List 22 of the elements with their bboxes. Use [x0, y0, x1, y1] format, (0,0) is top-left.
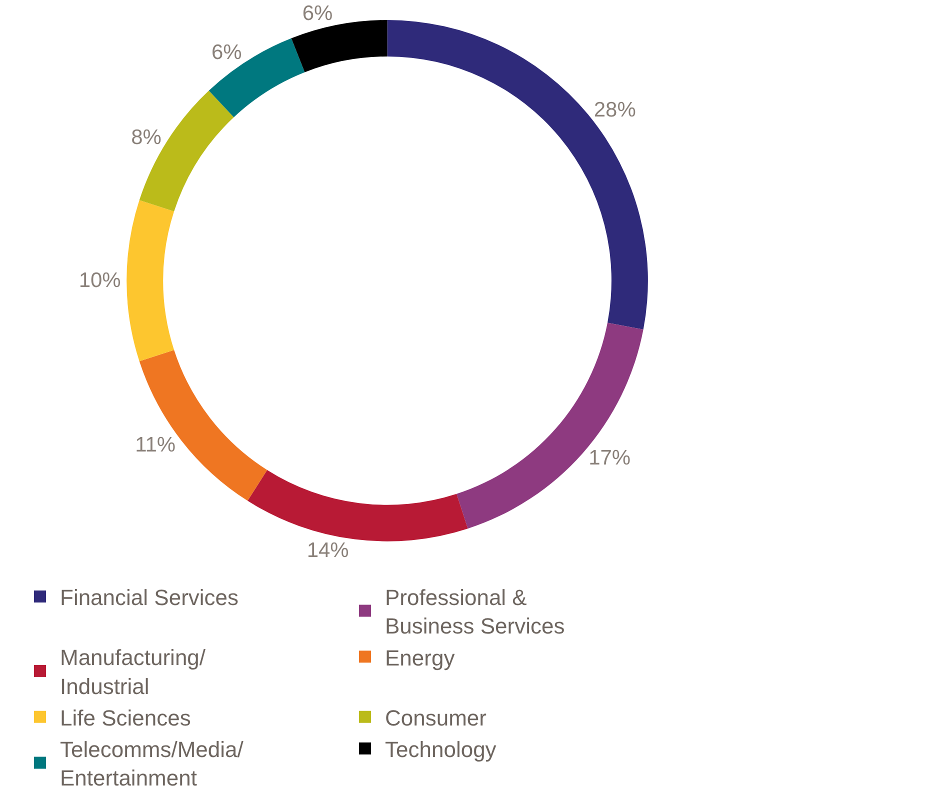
legend-label: Energy: [385, 645, 455, 670]
donut-slice: [127, 200, 174, 362]
donut-slice: [456, 322, 644, 529]
data-label: 6%: [211, 40, 242, 64]
legend-label: Technology: [385, 737, 496, 762]
donut-slice: [291, 20, 388, 72]
data-label: 6%: [302, 2, 333, 26]
donut-slice: [208, 38, 305, 118]
legend-label: Consumer: [385, 705, 486, 730]
donut-slice: [387, 20, 648, 330]
legend-label: Professional & Business Services: [385, 585, 565, 639]
data-label: 10%: [78, 269, 121, 292]
data-label: 11%: [135, 433, 176, 456]
legend-label: Manufacturing/Industrial: [60, 645, 206, 699]
data-label: 28%: [594, 98, 636, 122]
donut-slice: [248, 470, 468, 541]
legend-label: Financial Services: [60, 585, 239, 610]
data-label: 17%: [588, 446, 631, 470]
legend-label: Life Sciences: [60, 705, 191, 730]
data-label: 14%: [306, 539, 349, 562]
data-label: 8%: [131, 126, 162, 150]
legend-label: Telecomms/Media/Entertainment: [60, 737, 244, 791]
